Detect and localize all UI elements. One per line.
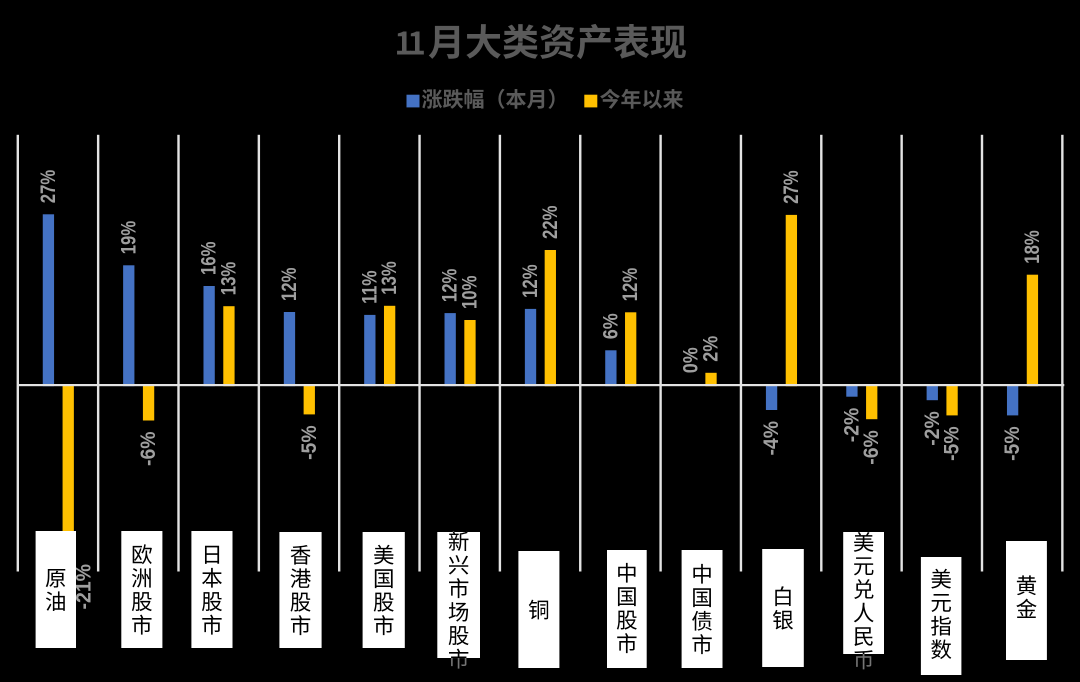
svg-text:-6%: -6% [137,431,160,466]
svg-text:-5%: -5% [298,425,321,460]
svg-text:-2%: -2% [921,411,944,446]
svg-text:12%: 12% [278,267,301,301]
svg-text:-6%: -6% [860,430,883,465]
svg-text:27%: 27% [780,170,803,204]
svg-text:-5%: -5% [941,426,964,461]
svg-text:-4%: -4% [760,421,783,456]
svg-text:-2%: -2% [840,407,863,442]
svg-text:-5%: -5% [1001,426,1024,461]
svg-text:22%: 22% [539,205,562,239]
svg-text:0%: 0% [680,347,703,373]
svg-text:16%: 16% [198,241,221,275]
svg-text:12%: 12% [519,264,542,298]
svg-text:13%: 13% [217,261,240,295]
svg-text:10%: 10% [458,275,481,309]
svg-text:6%: 6% [599,313,622,339]
svg-text:-21%: -21% [72,564,95,610]
svg-text:2%: 2% [700,336,723,362]
svg-text:13%: 13% [378,261,401,295]
svg-text:11%: 11% [358,270,381,304]
svg-text:12%: 12% [439,268,462,302]
svg-text:27%: 27% [37,170,60,204]
svg-text:12%: 12% [619,268,642,302]
svg-text:18%: 18% [1021,230,1044,264]
svg-text:19%: 19% [117,221,140,255]
